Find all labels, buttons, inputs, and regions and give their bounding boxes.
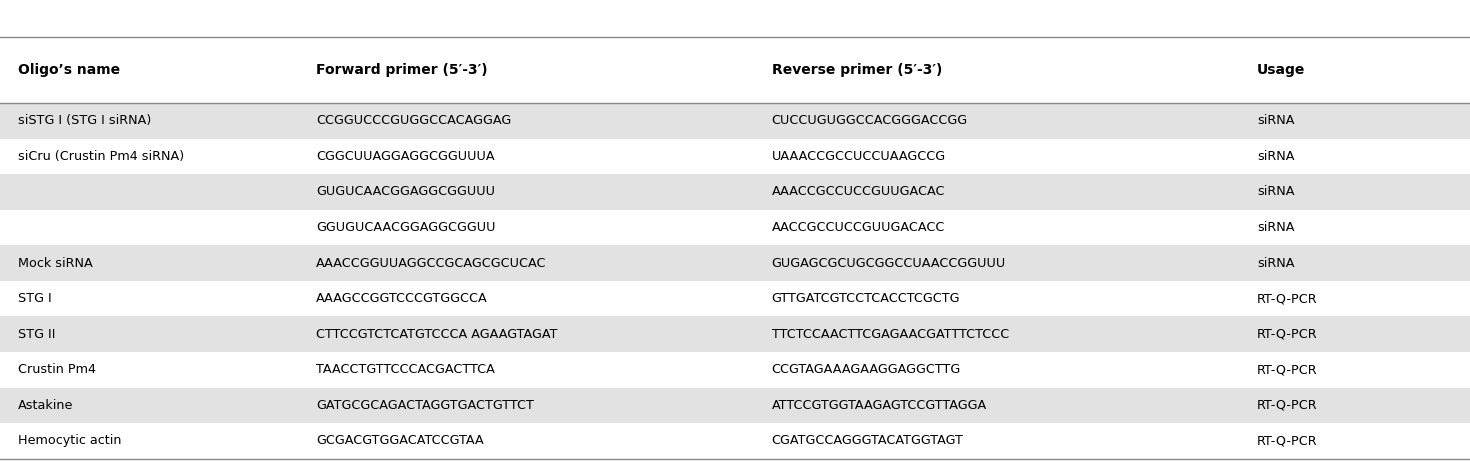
Text: AAAGCCGGTCCCGTGGCCA: AAAGCCGGTCCCGTGGCCA xyxy=(316,292,488,305)
Text: siRNA: siRNA xyxy=(1257,150,1295,163)
Text: siRNA: siRNA xyxy=(1257,185,1295,198)
Text: RT-Q-PCR: RT-Q-PCR xyxy=(1257,399,1317,412)
Bar xyxy=(0,103,1470,139)
Text: RT-Q-PCR: RT-Q-PCR xyxy=(1257,434,1317,447)
Text: GTTGATCGTCCTCACCTCGCTG: GTTGATCGTCCTCACCTCGCTG xyxy=(772,292,960,305)
Bar xyxy=(0,316,1470,352)
Text: GUGAGCGCUGCGGCCUAACCGGUUU: GUGAGCGCUGCGGCCUAACCGGUUU xyxy=(772,256,1005,270)
Text: siCru (Crustin Pm4 siRNA): siCru (Crustin Pm4 siRNA) xyxy=(18,150,184,163)
Text: Astakine: Astakine xyxy=(18,399,74,412)
Text: RT-Q-PCR: RT-Q-PCR xyxy=(1257,363,1317,376)
Text: CCGGUCCCGUGGCCACAGGAG: CCGGUCCCGUGGCCACAGGAG xyxy=(316,114,512,127)
Bar xyxy=(0,388,1470,423)
Text: CGGCUUAGGAGGCGGUUUA: CGGCUUAGGAGGCGGUUUA xyxy=(316,150,495,163)
Text: CCGTAGAAAGAAGGAGGCTTG: CCGTAGAAAGAAGGAGGCTTG xyxy=(772,363,961,376)
Bar xyxy=(0,174,1470,210)
Text: Hemocytic actin: Hemocytic actin xyxy=(18,434,121,447)
Text: Mock siRNA: Mock siRNA xyxy=(18,256,93,270)
Text: TTCTCCAACTTCGAGAACGATTTCTCCC: TTCTCCAACTTCGAGAACGATTTCTCCC xyxy=(772,328,1008,341)
Text: Reverse primer (5′-3′): Reverse primer (5′-3′) xyxy=(772,63,942,77)
Text: GCGACGTGGACATCCGTAA: GCGACGTGGACATCCGTAA xyxy=(316,434,484,447)
Text: TAACCTGTTCCCACGACTTCA: TAACCTGTTCCCACGACTTCA xyxy=(316,363,495,376)
Text: Crustin Pm4: Crustin Pm4 xyxy=(18,363,96,376)
Text: Usage: Usage xyxy=(1257,63,1305,77)
Text: STG II: STG II xyxy=(18,328,56,341)
Text: CUCCUGUGGCCACGGGACCGG: CUCCUGUGGCCACGGGACCGG xyxy=(772,114,967,127)
Text: CTTCCGTCTCATGTCCCA AGAAGTAGAT: CTTCCGTCTCATGTCCCA AGAAGTAGAT xyxy=(316,328,557,341)
Text: UAAACCGCCUCCUAAGCCG: UAAACCGCCUCCUAAGCCG xyxy=(772,150,945,163)
Text: RT-Q-PCR: RT-Q-PCR xyxy=(1257,328,1317,341)
Text: AAACCGGUUAGGCCGCAGCGCUCAC: AAACCGGUUAGGCCGCAGCGCUCAC xyxy=(316,256,547,270)
Text: ATTCCGTGGTAAGAGTCCGTTAGGA: ATTCCGTGGTAAGAGTCCGTTAGGA xyxy=(772,399,986,412)
Text: siRNA: siRNA xyxy=(1257,256,1295,270)
Text: STG I: STG I xyxy=(18,292,51,305)
Text: Forward primer (5′-3′): Forward primer (5′-3′) xyxy=(316,63,488,77)
Text: RT-Q-PCR: RT-Q-PCR xyxy=(1257,292,1317,305)
Bar xyxy=(0,245,1470,281)
Text: GGUGUCAACGGAGGCGGUU: GGUGUCAACGGAGGCGGUU xyxy=(316,221,495,234)
Text: AACCGCCUCCGUUGACACC: AACCGCCUCCGUUGACACC xyxy=(772,221,945,234)
Text: siRNA: siRNA xyxy=(1257,114,1295,127)
Text: GATGCGCAGACTAGGTGACTGTTCT: GATGCGCAGACTAGGTGACTGTTCT xyxy=(316,399,534,412)
Text: siRNA: siRNA xyxy=(1257,221,1295,234)
Text: Oligo’s name: Oligo’s name xyxy=(18,63,119,77)
Text: CGATGCCAGGGTACATGGTAGT: CGATGCCAGGGTACATGGTAGT xyxy=(772,434,964,447)
Text: GUGUCAACGGAGGCGGUUU: GUGUCAACGGAGGCGGUUU xyxy=(316,185,495,198)
Text: AAACCGCCUCCGUUGACAC: AAACCGCCUCCGUUGACAC xyxy=(772,185,945,198)
Text: siSTG I (STG I siRNA): siSTG I (STG I siRNA) xyxy=(18,114,151,127)
